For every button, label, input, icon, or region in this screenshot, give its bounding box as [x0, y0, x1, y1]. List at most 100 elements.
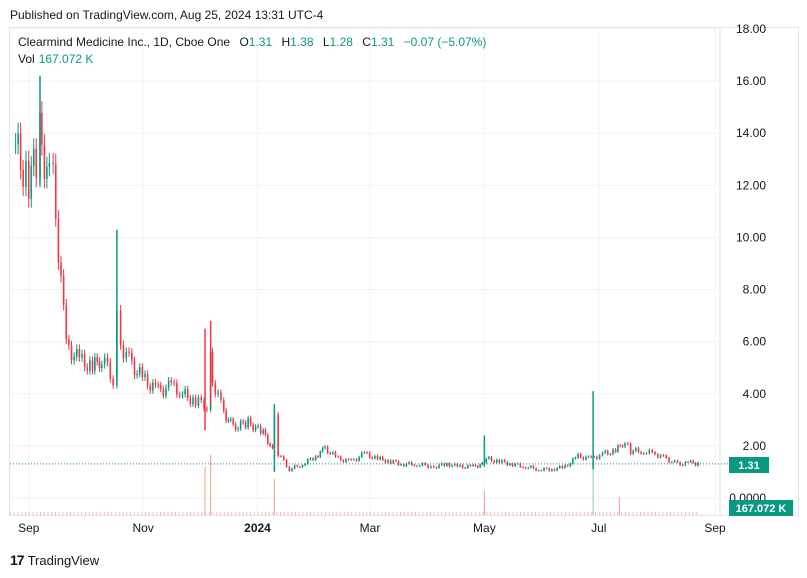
volume-bar-small: [167, 512, 169, 515]
candle-body: [181, 394, 184, 396]
volume-bar-small: [81, 512, 83, 515]
candle-body: [332, 452, 334, 454]
volume-bar-small: [388, 512, 390, 515]
volume-bar-small: [261, 512, 263, 515]
candle-body: [43, 144, 46, 179]
candle-body: [590, 456, 593, 458]
candle-body: [601, 452, 604, 456]
volume-bar-small: [107, 512, 109, 515]
candle-body: [416, 465, 418, 467]
brand-name: TradingView: [27, 552, 100, 568]
volume-bar-small: [538, 512, 540, 515]
volume-bar-small: [366, 512, 368, 515]
candle-body: [271, 445, 274, 448]
candle-body: [353, 459, 355, 461]
candle-body: [609, 454, 612, 456]
volume-bar-small: [407, 512, 409, 515]
candle-body: [514, 463, 516, 467]
low-value: 1.28: [329, 35, 353, 49]
candle-body: [247, 417, 249, 428]
candle-body: [435, 467, 438, 469]
x-tick-label: May: [473, 521, 496, 535]
volume-bar-small: [385, 512, 386, 515]
volume-bar-small: [373, 512, 375, 515]
volume-bar-small: [242, 512, 244, 515]
volume-bar-small: [362, 512, 364, 515]
candle-body: [453, 463, 456, 466]
volume-bar-small: [673, 512, 675, 515]
candle-body: [133, 360, 136, 376]
volume-bar-small: [276, 512, 278, 515]
candle-body: [249, 417, 252, 425]
candle-body: [665, 455, 668, 458]
volume-bar-small: [287, 512, 289, 515]
candle-body: [548, 468, 551, 471]
candle-body: [413, 464, 416, 466]
candle-body: [149, 385, 152, 391]
candle-body: [78, 348, 81, 358]
candle-body: [217, 392, 219, 395]
volume-bar-small: [272, 512, 274, 515]
candle-body: [259, 425, 262, 434]
volume-bar-small: [512, 512, 514, 515]
candle-body: [503, 460, 506, 462]
volume-bar-small: [572, 512, 574, 515]
candle-body: [301, 465, 304, 468]
candle-body: [587, 456, 590, 458]
candle-body: [52, 162, 54, 164]
candle-body: [291, 468, 293, 472]
candle-body: [184, 389, 186, 395]
candle-body: [574, 457, 577, 459]
candle-body: [146, 374, 149, 386]
volume-bar-small: [182, 512, 184, 515]
volume-bar-small: [497, 512, 499, 515]
volume-bar-small: [471, 512, 473, 515]
candle-body: [376, 455, 379, 460]
volume-bar-small: [448, 512, 450, 515]
candle-body: [157, 384, 159, 386]
candle-body: [122, 345, 125, 359]
candle-body: [654, 452, 656, 455]
volume-bar-small: [475, 512, 476, 515]
volume-bar-small: [651, 512, 653, 515]
symbol-name: Clearmind Medicine Inc., 1D, Cboe One: [18, 35, 231, 49]
candle-body: [564, 465, 566, 469]
candle-body: [282, 456, 285, 460]
volume-bar-small: [208, 512, 210, 515]
candle-body: [408, 462, 410, 464]
candle-body: [22, 169, 24, 187]
volume-bar-small: [670, 512, 671, 515]
candle-body: [645, 453, 648, 455]
volume-bar-small: [103, 512, 105, 515]
candle-body: [461, 465, 464, 468]
x-tick-label: Mar: [360, 521, 381, 535]
volume-bar-small: [632, 512, 634, 515]
candle-body: [642, 453, 645, 455]
volume-bar-small: [418, 512, 420, 515]
candle-body: [582, 457, 585, 460]
volume-bar-small: [321, 512, 323, 515]
volume-bar-small: [111, 512, 113, 515]
volume-bar-small: [493, 512, 495, 515]
candle-body: [252, 424, 254, 431]
volume-bar-small: [505, 512, 506, 515]
volume-bar-small: [490, 512, 491, 515]
candle-body: [488, 457, 490, 459]
candle-body: [490, 457, 493, 461]
candle-body: [306, 459, 309, 465]
candle-body: [30, 166, 33, 199]
y-tick-label: 2.00: [743, 439, 767, 453]
footer-brand[interactable]: 17 TradingView: [10, 552, 99, 568]
volume-bar-small: [340, 512, 341, 515]
volume-bar-small: [621, 512, 623, 515]
volume-bar-small: [313, 512, 315, 515]
candle-body: [131, 352, 133, 361]
volume-bar-small: [235, 512, 236, 515]
volume-bar-small: [280, 512, 281, 515]
volume-bar-small: [666, 512, 668, 515]
candle-body: [57, 218, 60, 263]
candle-body: [509, 463, 511, 466]
volume-bar-small: [565, 512, 566, 515]
volume-bar-small: [403, 512, 405, 515]
